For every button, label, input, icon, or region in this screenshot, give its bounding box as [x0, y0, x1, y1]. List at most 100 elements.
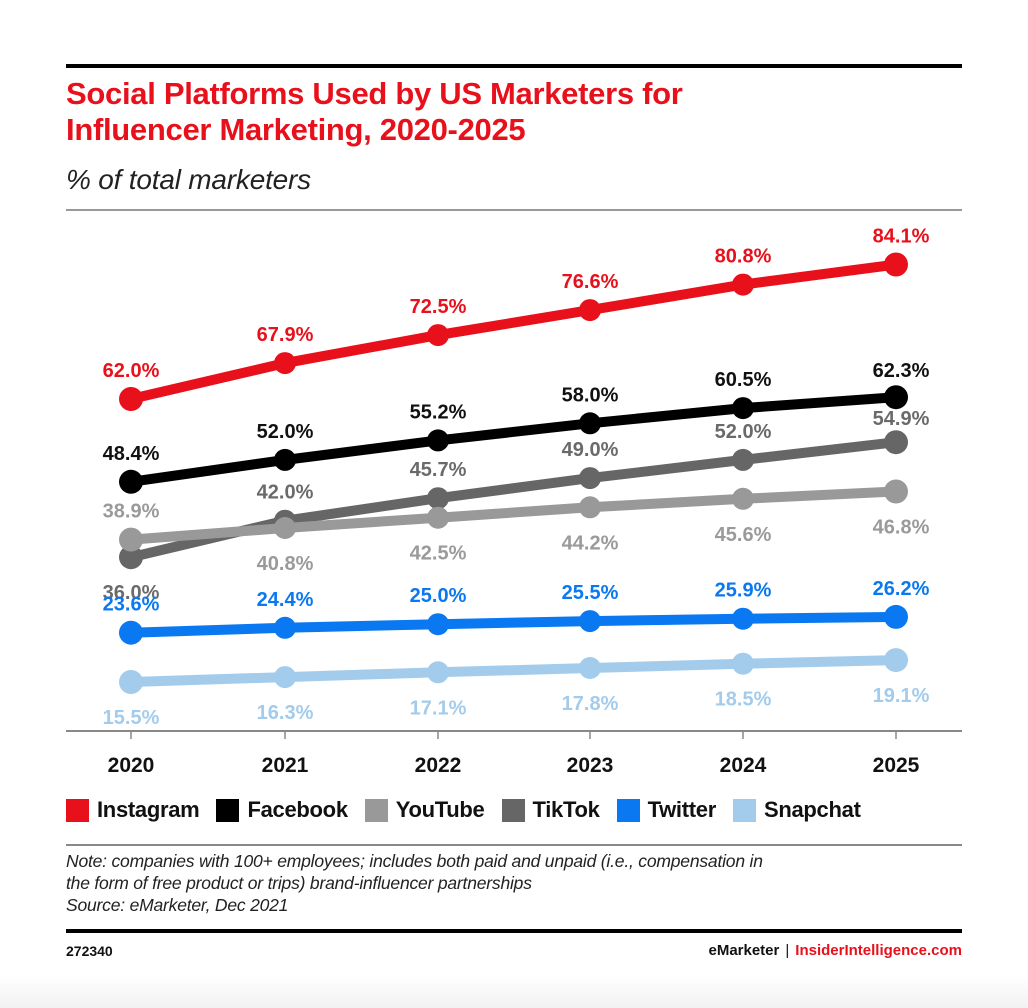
series-line-snapchat [126, 655, 901, 687]
data-point-tiktok [119, 545, 143, 570]
brand-emarketer: eMarketer [708, 942, 780, 959]
top-rule [66, 64, 962, 68]
x-tick-label: 2022 [415, 754, 462, 777]
data-label-snapchat: 16.3% [257, 702, 314, 724]
legend-item-facebook: Facebook [216, 797, 348, 823]
data-label-youtube: 44.2% [562, 532, 619, 554]
data-point-youtube [579, 496, 601, 519]
data-label-twitter: 24.4% [257, 589, 314, 611]
data-point-facebook [579, 412, 601, 435]
legend-swatch [501, 798, 525, 822]
legend-item-instagram: Instagram [66, 797, 200, 823]
data-label-snapchat: 19.1% [873, 685, 930, 707]
legend-label: Instagram [97, 797, 200, 822]
data-point-facebook [274, 448, 296, 471]
data-point-youtube [884, 479, 908, 504]
credit: eMarketer | InsiderIntelligence.com [708, 942, 962, 959]
data-point-instagram [274, 352, 296, 375]
data-label-tiktok: 42.0% [257, 482, 314, 504]
chart-title: Social Platforms Used by US Marketers fo… [66, 76, 966, 148]
legend-swatch [216, 798, 240, 822]
data-label-instagram: 80.8% [715, 246, 772, 268]
data-label-tiktok: 45.7% [410, 459, 467, 481]
data-point-tiktok [884, 430, 908, 455]
legend-label: TikTok [532, 797, 600, 822]
data-point-twitter [732, 607, 754, 630]
subtitle-rule [66, 209, 962, 211]
legend-label: Twitter [647, 797, 717, 822]
legend-label: Snapchat [763, 797, 861, 822]
data-point-instagram [732, 273, 754, 296]
legend-item-tiktok: TikTok [501, 797, 600, 823]
chart-title-line-1: Social Platforms Used by US Marketers fo… [66, 76, 683, 111]
data-point-twitter [274, 616, 296, 639]
data-label-instagram: 84.1% [873, 226, 930, 248]
data-label-tiktok: 52.0% [715, 421, 772, 443]
legend-label: YouTube [395, 797, 485, 822]
data-label-snapchat: 17.1% [410, 697, 467, 719]
data-label-twitter: 23.6% [103, 594, 160, 616]
data-label-instagram: 62.0% [103, 360, 160, 382]
series-line-youtube [126, 486, 901, 545]
data-label-facebook: 48.4% [103, 443, 160, 465]
data-point-snapchat [274, 666, 296, 689]
data-point-instagram [884, 252, 908, 277]
data-point-youtube [274, 517, 296, 539]
data-point-snapchat [427, 661, 449, 684]
data-label-youtube: 42.5% [410, 543, 467, 565]
footer-rule [66, 929, 962, 933]
data-label-tiktok: 49.0% [562, 439, 619, 461]
brand-site-link[interactable]: InsiderIntelligence.com [795, 942, 962, 959]
data-point-facebook [732, 397, 754, 420]
chart-title-line-2: Influencer Marketing, 2020-2025 [66, 112, 526, 147]
data-label-instagram: 67.9% [257, 324, 314, 346]
data-point-twitter [119, 620, 143, 645]
data-label-twitter: 26.2% [873, 578, 930, 600]
source-line: Source: eMarketer, Dec 2021 [66, 895, 289, 915]
data-label-tiktok: 36.0% [103, 582, 160, 604]
data-label-instagram: 76.6% [562, 271, 619, 293]
data-label-youtube: 40.8% [257, 553, 314, 575]
chart-legend: Instagram Facebook YouTube TikTok Twitter Sna… [66, 795, 878, 825]
data-point-instagram [119, 387, 143, 411]
legend-swatch [364, 798, 388, 822]
data-label-facebook: 62.3% [873, 360, 930, 382]
chart-subtitle: % of total marketers [66, 164, 311, 195]
data-label-snapchat: 17.8% [562, 693, 619, 715]
data-label-facebook: 58.0% [562, 384, 619, 406]
legend-item-youtube: YouTube [364, 797, 485, 823]
x-tick-label: 2020 [108, 754, 155, 777]
data-point-facebook [119, 469, 143, 494]
legend-swatch [66, 798, 89, 822]
data-label-snapchat: 18.5% [715, 689, 772, 711]
data-label-facebook: 52.0% [257, 421, 314, 443]
series-line-twitter [126, 611, 901, 638]
chart-id: 272340 [66, 943, 113, 959]
x-tick-label: 2024 [720, 754, 767, 777]
data-label-youtube: 46.8% [873, 517, 930, 539]
page-bottom-fade [0, 975, 1028, 1008]
data-label-snapchat: 15.5% [103, 707, 160, 729]
note-line-1: Note: companies with 100+ employees; inc… [66, 851, 763, 871]
data-label-tiktok: 54.9% [873, 408, 930, 430]
data-point-tiktok [732, 448, 754, 471]
data-point-twitter [884, 604, 908, 629]
data-point-youtube [732, 487, 754, 510]
data-point-youtube [427, 506, 449, 529]
legend-label: Facebook [247, 797, 348, 822]
data-label-twitter: 25.9% [715, 580, 772, 602]
data-point-instagram [579, 299, 601, 322]
note-line-2: the form of free product or trips) brand… [66, 873, 532, 893]
data-point-facebook [884, 385, 908, 410]
data-label-facebook: 60.5% [715, 369, 772, 391]
data-point-instagram [427, 324, 449, 347]
x-tick-label: 2023 [567, 754, 614, 777]
data-point-snapchat [579, 657, 601, 679]
legend-item-twitter: Twitter [616, 797, 717, 823]
data-point-facebook [427, 429, 449, 452]
data-label-youtube: 45.6% [715, 524, 772, 546]
legend-swatch [616, 798, 640, 822]
data-point-youtube [119, 527, 143, 552]
data-label-facebook: 55.2% [410, 401, 467, 423]
line-chart: 2020 2021 2022 2023 2024 2025 62.0% 67.9% 72.5% 7… [66, 226, 962, 777]
